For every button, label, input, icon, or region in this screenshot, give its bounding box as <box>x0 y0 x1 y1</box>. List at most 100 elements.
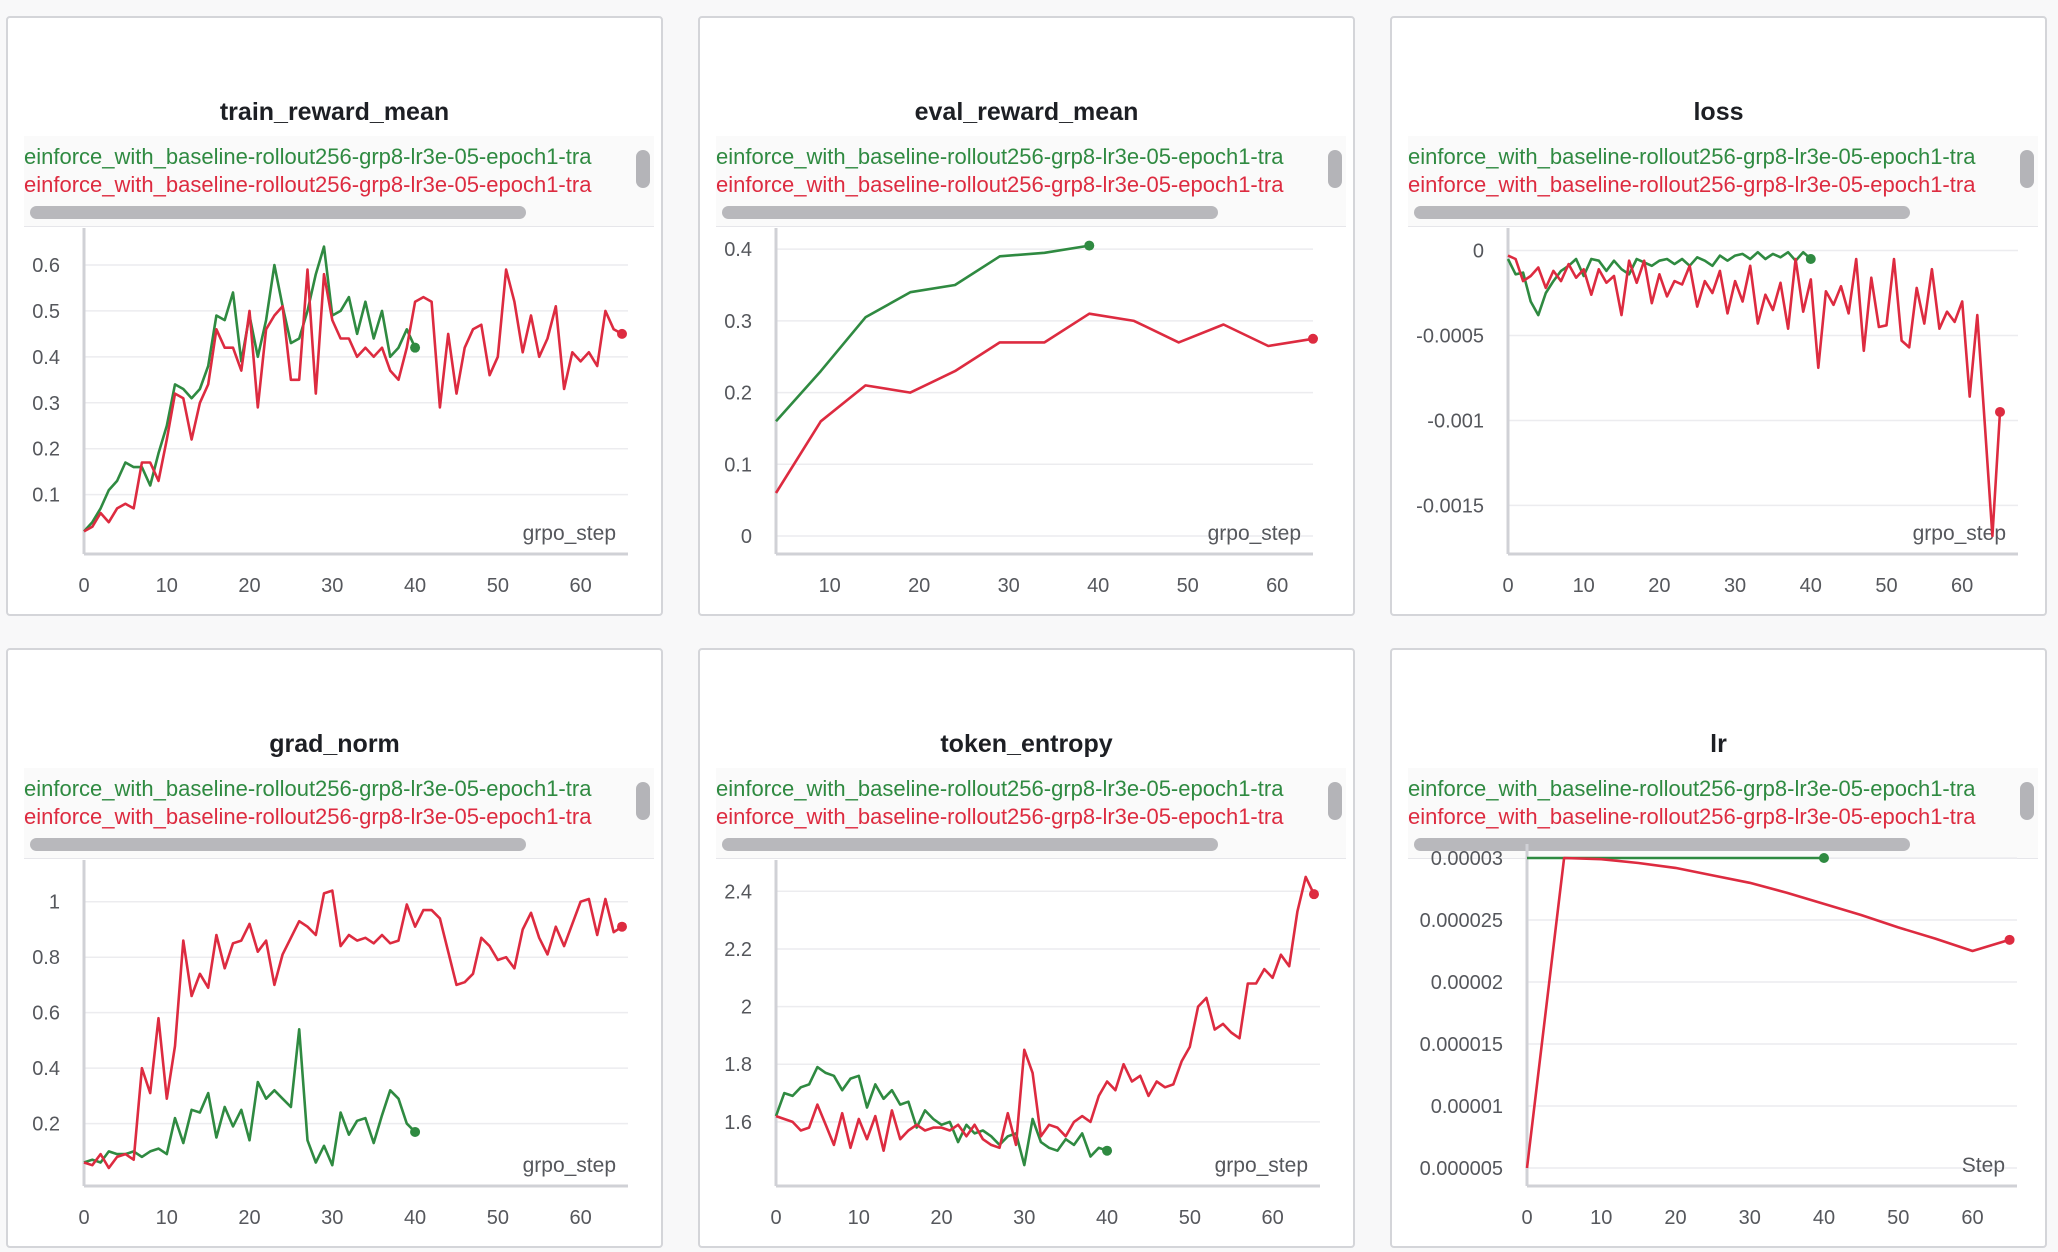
y-tick-label: 0.3 <box>724 311 752 333</box>
legend-entry-red[interactable]: einforce_with_baseline-rollout256-grp8-l… <box>24 804 592 829</box>
x-tick-label: 30 <box>998 575 1020 597</box>
legend: einforce_with_baseline-rollout256-grp8-l… <box>1408 768 2038 859</box>
x-tick-label: 40 <box>1096 1207 1118 1229</box>
y-tick-label: 0.000025 <box>1420 910 1503 932</box>
legend-vertical-scrollbar[interactable] <box>636 150 650 188</box>
x-tick-label: 10 <box>156 575 178 597</box>
y-tick-label: -0.0015 <box>1416 495 1484 517</box>
x-tick-label: 20 <box>1648 575 1670 597</box>
series-end-point-green <box>410 1126 421 1137</box>
x-axis-label: grpo_step <box>523 1154 616 1177</box>
chart-svg: 0 0.1 0.2 0.3 0.4 10 20 30 40 50 60 grpo_step <box>724 228 1318 597</box>
series-end-point-red <box>617 921 627 932</box>
legend-entry-red[interactable]: einforce_with_baseline-rollout256-grp8-l… <box>1408 804 1976 829</box>
legend-entry-green[interactable]: einforce_with_baseline-rollout256-grp8-l… <box>716 776 1284 801</box>
y-tick-label: 0.4 <box>32 347 60 369</box>
series-end-point-green <box>1805 253 1816 264</box>
legend-entry-green[interactable]: einforce_with_baseline-rollout256-grp8-l… <box>1408 776 1976 801</box>
y-tick-label: 0.3 <box>32 393 60 415</box>
x-tick-label: 40 <box>1087 575 1109 597</box>
x-tick-label: 50 <box>1177 575 1199 597</box>
y-tick-label: 0.4 <box>724 239 752 261</box>
legend-vertical-scrollbar[interactable] <box>1328 150 1342 188</box>
series-line-red <box>775 875 1316 1153</box>
y-tick-label: 0.6 <box>32 255 60 277</box>
legend-vertical-scrollbar[interactable] <box>2020 150 2034 188</box>
series-line-green <box>775 244 1090 423</box>
y-tick-label: 0.5 <box>32 301 60 323</box>
x-tick-label: 20 <box>930 1207 952 1229</box>
x-axis-label: grpo_step <box>1913 522 2006 545</box>
y-tick-label: 1.8 <box>724 1054 752 1076</box>
series-end-point-green <box>1084 240 1095 251</box>
legend-horizontal-scrollbar[interactable] <box>1414 206 1910 219</box>
legend-entry-green[interactable]: einforce_with_baseline-rollout256-grp8-l… <box>24 144 592 169</box>
chart-svg: 0.1 0.2 0.3 0.4 0.5 0.6 0 10 20 30 40 50 60 grpo_step <box>32 228 628 597</box>
x-tick-label: 10 <box>819 575 841 597</box>
chart-panel-loss: loss einforce_with_baseline-rollout256-g… <box>1390 16 2047 616</box>
y-tick-label: 1 <box>49 892 60 914</box>
series-end-point-red <box>1308 333 1318 344</box>
y-tick-label: 0.2 <box>32 439 60 461</box>
x-tick-label: 20 <box>1664 1207 1686 1229</box>
legend-vertical-scrollbar[interactable] <box>2020 782 2034 820</box>
x-tick-label: 30 <box>321 575 343 597</box>
legend-horizontal-scrollbar[interactable] <box>30 206 526 219</box>
series-end-point-green <box>1102 1145 1113 1156</box>
x-tick-label: 40 <box>404 1207 426 1229</box>
x-tick-label: 20 <box>238 1207 260 1229</box>
y-tick-label: 0.8 <box>32 947 60 969</box>
legend-entry-red[interactable]: einforce_with_baseline-rollout256-grp8-l… <box>1408 172 1976 197</box>
series-line-green <box>83 1027 417 1167</box>
x-tick-label: 60 <box>1961 1207 1983 1229</box>
series-line-red <box>774 312 1314 494</box>
x-tick-label: 30 <box>1724 575 1746 597</box>
legend-entry-green[interactable]: einforce_with_baseline-rollout256-grp8-l… <box>24 776 592 801</box>
legend-entry-red[interactable]: einforce_with_baseline-rollout256-grp8-l… <box>24 172 592 197</box>
y-tick-label: 2 <box>741 997 752 1019</box>
y-tick-label: 2.2 <box>724 939 752 961</box>
legend-entry-red[interactable]: einforce_with_baseline-rollout256-grp8-l… <box>716 804 1284 829</box>
x-tick-label: 60 <box>1266 575 1288 597</box>
chart-panel-train-reward-mean: train_reward_mean einforce_with_baseline… <box>6 16 663 616</box>
series-line-red <box>83 889 623 1170</box>
chart-svg: 0 -0.0005 -0.001 -0.0015 0 10 20 30 40 50 60 grpo_s… <box>1416 228 2018 597</box>
y-tick-label: 0.2 <box>32 1114 60 1136</box>
series-end-point-green <box>1818 853 1829 863</box>
legend-entry-green[interactable]: einforce_with_baseline-rollout256-grp8-l… <box>716 144 1284 169</box>
x-axis-label: grpo_step <box>1215 1154 1308 1177</box>
legend-entry-green[interactable]: einforce_with_baseline-rollout256-grp8-l… <box>1408 144 1976 169</box>
legend-vertical-scrollbar[interactable] <box>1328 782 1342 820</box>
x-tick-label: 20 <box>908 575 930 597</box>
x-tick-label: 40 <box>404 575 426 597</box>
x-tick-label: 60 <box>1951 575 1973 597</box>
chart-panel-grad-norm: grad_norm einforce_with_baseline-rollout… <box>6 648 663 1248</box>
legend-vertical-scrollbar[interactable] <box>636 782 650 820</box>
panel-title: token_entropy <box>940 730 1113 758</box>
y-tick-label: -0.001 <box>1427 410 1484 432</box>
legend-horizontal-scrollbar[interactable] <box>30 838 526 851</box>
x-tick-label: 20 <box>238 575 260 597</box>
legend: einforce_with_baseline-rollout256-grp8-l… <box>716 768 1346 859</box>
x-tick-label: 40 <box>1800 575 1822 597</box>
x-tick-label: 0 <box>770 1207 781 1229</box>
chart-svg: 0.000005 0.00001 0.000015 0.00002 0.000025 0.… <box>1420 844 2017 1229</box>
series-end-point-red <box>1309 889 1319 900</box>
legend-horizontal-scrollbar[interactable] <box>722 206 1218 219</box>
legend-horizontal-scrollbar[interactable] <box>722 838 1218 851</box>
y-tick-label: 0.1 <box>32 485 60 507</box>
x-tick-label: 50 <box>487 575 509 597</box>
x-tick-label: 0 <box>1521 1207 1532 1229</box>
chart-panel-eval-reward-mean: eval_reward_mean einforce_with_baseline-… <box>698 16 1355 616</box>
panel-title: loss <box>1693 98 1744 126</box>
series-line-green <box>1506 250 1812 317</box>
y-tick-label: 0.2 <box>724 383 752 405</box>
legend-entry-red[interactable]: einforce_with_baseline-rollout256-grp8-l… <box>716 172 1284 197</box>
y-tick-label: 0.4 <box>32 1058 60 1080</box>
x-tick-label: 50 <box>1887 1207 1909 1229</box>
y-tick-label: 0 <box>1473 240 1484 262</box>
x-tick-label: 50 <box>1179 1207 1201 1229</box>
x-tick-label: 30 <box>321 1207 343 1229</box>
legend-horizontal-scrollbar[interactable] <box>1414 838 1910 851</box>
series-end-point-red <box>617 328 627 339</box>
